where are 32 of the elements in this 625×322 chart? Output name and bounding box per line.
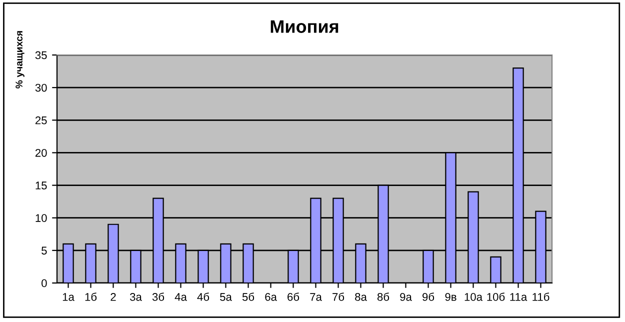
x-tick-label: 5а <box>220 293 232 301</box>
x-tick-label: 1б <box>85 292 97 301</box>
x-tick-label: 7а <box>310 293 322 301</box>
x-tick-label: 8б <box>377 292 390 301</box>
x-tick-label: 9а <box>400 293 412 301</box>
y-tick-label: 5 <box>42 246 47 255</box>
x-tick-label: 7б <box>332 292 344 301</box>
x-tick-label: 2 <box>110 293 116 301</box>
chart-title: Миопия <box>270 20 338 33</box>
x-tick-label: 3б <box>152 292 164 301</box>
x-tick-label: 6а <box>265 293 277 301</box>
x-tick-label: 11а <box>510 293 528 301</box>
y-tick-label: 15 <box>36 182 47 190</box>
x-tick-label: 4б <box>197 292 210 301</box>
x-tick-label: 3а <box>130 293 142 301</box>
y-tick-label: 0 <box>42 279 47 288</box>
y-tick-label: 25 <box>35 116 47 124</box>
y-axis-title: % учащихся <box>16 31 24 88</box>
x-tick-label: 8а <box>355 293 367 301</box>
x-tick-label: 11б <box>532 292 550 301</box>
y-tick-label: 10 <box>36 214 47 222</box>
x-tick-label: 4а <box>174 293 187 301</box>
y-tick-label: 35 <box>35 51 47 60</box>
x-tick-label: 10б <box>487 292 505 301</box>
x-tick-label: 10а <box>464 293 483 301</box>
x-tick-label: 9б <box>422 292 434 301</box>
x-tick-label: 5б <box>242 292 254 301</box>
y-tick-label: 30 <box>35 84 47 92</box>
x-tick-label: 1а <box>62 293 74 301</box>
y-tick-label: 20 <box>35 148 47 157</box>
x-tick-label: 9в <box>445 293 456 301</box>
x-tick-label: 6б <box>288 292 300 301</box>
